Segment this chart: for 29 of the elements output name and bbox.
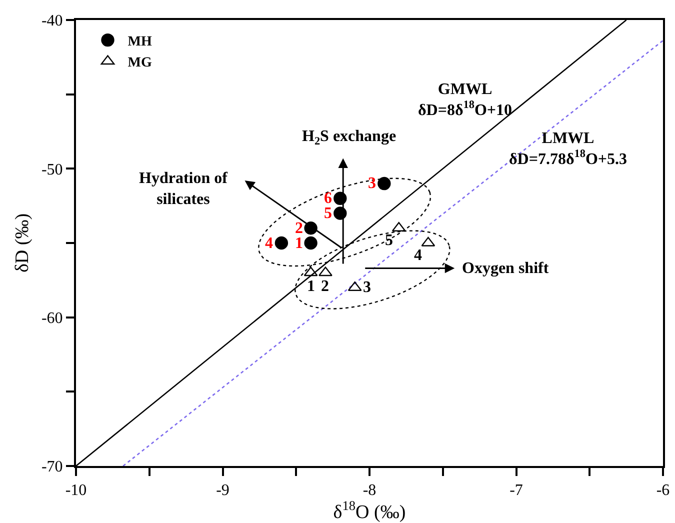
y-tick-label: -70 [41,458,63,476]
annotation: 1 [295,235,303,252]
y-tick-label: -40 [41,12,63,30]
annotation: LMWL δD=7.78δ$^{18}$O+5.3 [509,130,628,168]
annotation: GMWL δD=8δ$^{18}$O+10 [418,81,512,119]
x-axis-title: δ$^{18}$O (‰) [333,498,406,523]
y-tick-label: -60 [41,310,63,327]
y-axis-title: δD (‰) [12,213,33,273]
annotation: 5 [324,205,332,222]
annotation: 1 [307,278,315,295]
x-tick-label: -8 [362,482,376,500]
annotation: Oxygen shift [462,260,550,277]
annotation: 6 [324,190,332,207]
annotation: H$_{2}$S exchange [302,128,396,148]
y-tick-label: -50 [41,161,63,178]
annotation: 3 [363,279,371,296]
annotation: 2 [321,278,329,295]
annotation: 4 [265,235,273,252]
annotation: 3 [368,175,376,192]
x-tick-label: -7 [510,482,523,500]
legend-label: MG [128,56,152,71]
annotation: Hydration of silicates [139,170,228,208]
annotation: 5 [385,232,393,249]
annotation: 2 [295,220,303,237]
x-tick-label: -10 [65,482,87,500]
x-tick-label: -6 [656,482,670,500]
annotation: 4 [414,247,422,264]
x-tick-label: -9 [216,482,230,500]
legend-label: MH [128,34,152,50]
